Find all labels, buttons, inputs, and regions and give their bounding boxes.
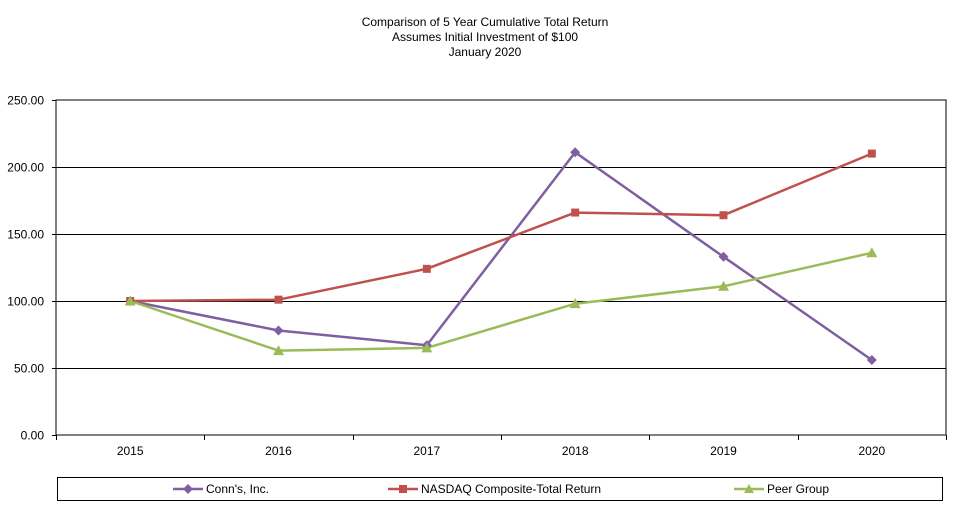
y-tick-label-5: 250.00	[7, 94, 44, 108]
series-2-point-2015	[124, 295, 136, 306]
x-tick-label-2019: 2019	[710, 444, 737, 458]
legend-label-nasdaq: NASDAQ Composite-Total Return	[421, 482, 602, 496]
legend-item-nasdaq: NASDAQ Composite-Total Return	[388, 478, 601, 500]
series-line-2	[129, 251, 873, 352]
plot-area	[55, 99, 947, 436]
series-0-point-2018	[570, 147, 581, 158]
series-0-point-2016	[273, 325, 284, 336]
series-1-point-2016	[274, 295, 283, 304]
series-1-point-2018	[571, 208, 580, 217]
series-0-point-2019	[718, 251, 729, 262]
y-tick-label-2: 100.00	[7, 295, 44, 309]
legend-label-conns: Conn's, Inc.	[206, 482, 269, 496]
series-2-point-2017	[421, 342, 433, 353]
y-tick-label-0: 0.00	[21, 429, 45, 443]
y-tick-label-1: 50.00	[14, 362, 44, 376]
series-1-point-2019	[719, 211, 728, 220]
x-tick-label-2016: 2016	[265, 444, 292, 458]
legend-marker-peer	[734, 484, 764, 493]
x-tick-label-2015: 2015	[117, 444, 144, 458]
y-tick-label-4: 200.00	[7, 161, 44, 175]
chart-subtitle-date: January 2020	[448, 45, 522, 59]
series-2-point-2019	[718, 280, 729, 291]
series-1-point-2020	[867, 149, 876, 158]
legend-item-peer: Peer Group	[734, 478, 829, 500]
legend-marker-nasdaq	[388, 485, 418, 493]
chart-titles: Comparison of 5 Year Cumulative Total Re…	[0, 15, 959, 60]
x-tick-label-2017: 2017	[413, 444, 440, 458]
series-line-1	[130, 152, 873, 303]
legend-marker-conns	[173, 484, 203, 494]
series-0-point-2020	[866, 354, 877, 365]
x-tick-label-2020: 2020	[858, 444, 885, 458]
series-1-point-2017	[422, 264, 431, 273]
legend-item-conns: Conn's, Inc.	[173, 478, 269, 500]
chart-legend: Conn's, Inc. NASDAQ Composite-Total Retu…	[57, 477, 943, 501]
series-2-point-2020	[866, 247, 878, 258]
series-line-0	[129, 151, 873, 362]
x-tick-label-2018: 2018	[562, 444, 589, 458]
series-2-point-2016	[273, 345, 284, 356]
y-tick-label-3: 150.00	[7, 228, 44, 242]
chart-subtitle: Assumes Initial Investment of $100	[391, 30, 579, 44]
legend-label-peer: Peer Group	[767, 482, 830, 496]
chart-title: Comparison of 5 Year Cumulative Total Re…	[361, 15, 609, 29]
series-2-point-2018	[569, 298, 581, 309]
